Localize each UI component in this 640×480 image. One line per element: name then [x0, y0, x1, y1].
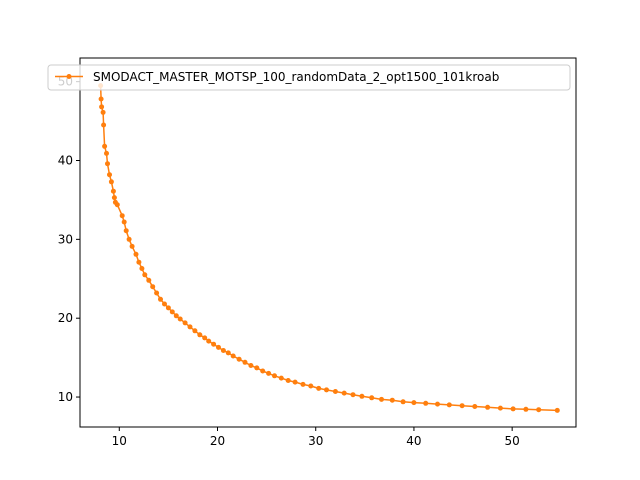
data-point	[146, 277, 152, 283]
data-point	[554, 407, 560, 413]
data-point	[192, 328, 198, 334]
y-tick-label: 10	[58, 390, 73, 404]
data-point	[187, 324, 193, 330]
y-tick-label: 30	[58, 232, 73, 246]
legend-marker-swatch	[66, 74, 72, 79]
data-point	[423, 400, 429, 406]
data-point	[142, 272, 148, 278]
x-tick-label: 20	[210, 434, 225, 448]
data-point	[107, 172, 112, 178]
data-point	[177, 316, 183, 322]
data-point	[459, 403, 465, 409]
data-point	[129, 243, 135, 249]
data-point	[260, 368, 266, 374]
plot-area	[98, 83, 560, 413]
data-point	[154, 290, 160, 296]
legend: SMODACT_MASTER_MOTSP_100_randomData_2_op…	[47, 64, 571, 91]
data-point	[400, 399, 406, 405]
data-point	[108, 179, 114, 185]
data-point	[119, 213, 125, 219]
data-point	[101, 122, 107, 128]
data-point	[98, 96, 104, 102]
data-point	[369, 395, 375, 401]
x-tick-label: 50	[505, 434, 520, 448]
data-point	[523, 406, 529, 412]
data-point	[411, 400, 417, 406]
data-point	[104, 150, 109, 156]
data-point	[197, 332, 203, 338]
data-point	[136, 259, 142, 265]
data-point	[230, 353, 236, 359]
x-axis: 10 20 30 40 50	[112, 427, 520, 448]
y-tick-label: 20	[58, 311, 73, 325]
data-point	[341, 390, 347, 396]
data-point	[242, 359, 248, 365]
data-point	[206, 338, 212, 344]
data-point	[114, 202, 120, 208]
axes-frame	[79, 57, 577, 428]
x-tick-label: 40	[406, 434, 421, 448]
data-point	[169, 309, 175, 315]
data-point	[99, 104, 105, 110]
data-point	[111, 195, 117, 201]
data-point	[350, 392, 356, 398]
data-point	[105, 161, 110, 167]
data-point	[248, 363, 254, 368]
data-point	[497, 405, 503, 411]
data-point	[446, 402, 452, 408]
data-point	[126, 236, 132, 242]
data-point	[133, 251, 139, 257]
y-tick-label: 40	[58, 154, 73, 168]
data-point	[272, 373, 277, 379]
data-point	[266, 370, 272, 376]
data-point	[165, 305, 171, 311]
x-tick-label: 30	[308, 434, 323, 448]
data-point	[379, 396, 384, 402]
data-point	[102, 143, 108, 149]
data-point	[332, 389, 338, 394]
data-point	[536, 407, 542, 413]
data-point	[121, 219, 127, 225]
data-point	[139, 266, 145, 271]
data-point	[162, 301, 167, 307]
data-point	[389, 397, 395, 403]
data-point	[300, 381, 306, 387]
data-point	[278, 375, 284, 381]
x-tick-label: 10	[112, 434, 127, 448]
data-point	[220, 348, 226, 353]
data-point	[110, 188, 116, 194]
data-point	[216, 344, 221, 350]
data-point	[236, 356, 242, 362]
data-point	[435, 401, 440, 407]
data-point	[202, 335, 208, 341]
data-point	[472, 404, 478, 409]
data-point	[173, 313, 179, 319]
legend-box	[47, 64, 571, 91]
data-point	[254, 365, 260, 371]
data-point	[308, 383, 314, 389]
data-point	[485, 404, 491, 410]
data-point	[211, 341, 217, 347]
data-point	[359, 393, 365, 399]
data-point	[324, 387, 329, 393]
data-point	[100, 109, 106, 115]
data-point	[150, 284, 156, 290]
data-point	[292, 379, 298, 385]
legend-label: SMODACT_MASTER_MOTSP_100_randomData_2_op…	[93, 70, 499, 84]
data-point	[158, 296, 163, 302]
data-point	[182, 320, 188, 326]
data-point	[316, 385, 322, 391]
data-point	[123, 228, 129, 234]
data-point	[510, 406, 516, 412]
data-point	[225, 350, 231, 356]
data-point	[285, 378, 291, 383]
